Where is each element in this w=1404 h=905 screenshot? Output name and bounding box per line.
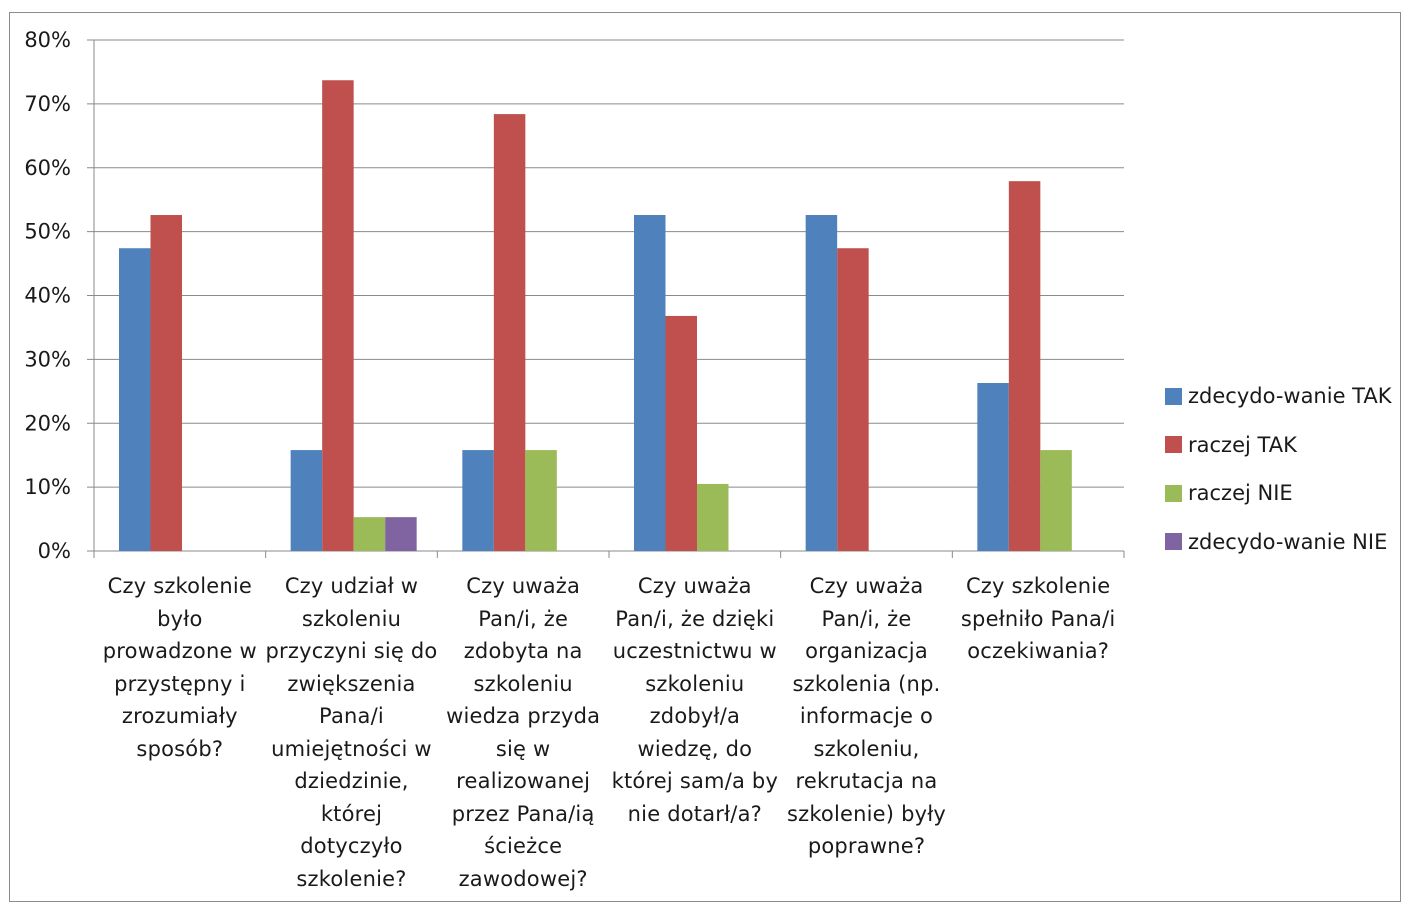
bar [634,215,666,551]
x-category-label: Czy szkolenie było prowadzone w przystępny … [94,570,266,765]
bar [697,483,729,551]
legend-swatch [1165,484,1182,502]
bar [322,80,354,552]
x-category-label-line: której [320,801,383,826]
x-category-label-line: Czy uważa [809,574,924,598]
legend-item: raczej NIE [1165,469,1392,518]
x-category-label-line: ścieżce [484,834,563,858]
x-category-label-line: Pan/i, że [478,606,569,631]
x-category-label-line: szkolenia (np. [792,671,941,696]
y-tick-label: 20% [24,411,71,435]
x-category-label-line: poprawne? [807,834,926,858]
x-category-label-line: organizacja [805,639,928,663]
x-category-label-line: Czy uważa [637,574,752,598]
x-category-label-line: zwiększenia [287,671,416,696]
x-category-label-line: przez Pana/ią [451,801,595,826]
x-category-label-line: Pan/i, że [821,606,912,631]
x-category-label-line: uczestnictwu w [612,639,777,663]
legend: zdecydo-wanie TAK raczej TAK raczej NIE zde… [1165,372,1392,566]
x-category-label-line: szkoleniu [301,606,402,631]
x-category-label: Czy uważa Pan/i, że organizacja szkolenia (… [781,570,953,863]
x-category-label-line: dziedzinie, [294,769,409,793]
x-category-label-line: zdobył/a [649,704,741,728]
bar [493,114,526,551]
legend-label: raczej NIE [1188,481,1293,506]
bar [119,248,151,552]
y-tick-label: 30% [24,347,71,371]
x-category-label-line: prowadzone w [102,639,257,663]
x-category-label-line: której sam/a by [611,769,779,793]
x-category-label-line: informacje o [799,704,934,728]
legend-label: zdecydo-wanie NIE [1188,529,1388,554]
x-category-label-line: przyczyni się do [265,639,438,663]
x-category-label-line: oczekiwania? [967,639,1110,663]
x-category-label-line: rekrutacja na [795,769,938,793]
x-category-label-line: wiedza przyda [446,704,601,728]
x-category-label-line: umiejętności w [271,736,432,761]
x-category-label-line: przystępny i [114,671,246,696]
x-category-label-line: zrozumiały [121,704,238,728]
x-category-label-line: realizowanej [456,769,591,793]
legend-item: zdecydo-wanie TAK [1165,372,1392,421]
y-tick-label: 10% [24,475,71,499]
x-category-label-line: Pan/i, że dzięki [615,606,775,631]
x-category-label-line: Pana/i [319,704,384,728]
x-category-label-line: sposób? [136,736,224,761]
x-category-label-line: wiedzę, do [637,736,753,761]
x-category-label: Czy uważa Pan/i, że zdobyta na szkoleniu wie… [437,570,609,895]
x-category-label-line: Czy udział w [284,574,419,598]
x-category-label-line: szkolenie? [296,866,407,891]
legend-label: zdecydo-wanie TAK [1188,384,1392,409]
x-category-label: Czy uważa Pan/i, że dzięki uczestnictwu w s… [609,570,781,830]
bar [837,248,869,552]
legend-label: raczej TAK [1188,432,1297,457]
legend-item: raczej TAK [1165,421,1392,470]
bar [290,450,323,551]
y-tick-label: 0% [38,539,71,563]
y-tick-label: 80% [24,28,71,52]
y-tick-label: 60% [24,156,71,180]
x-category-label-line: zawodowej? [458,866,588,891]
x-category-label-line: szkoleniu, [813,736,920,761]
x-category-label-line: szkoleniu [473,671,573,696]
x-category-label-line: nie dotarł/a? [627,801,762,826]
x-category-label-line: Czy uważa [466,574,581,598]
y-tick-label: 70% [24,92,71,116]
x-category-label-line: zdobyta na [463,639,583,663]
bar [1040,450,1072,551]
y-tick-label: 50% [24,220,71,244]
bar [665,315,697,551]
x-category-label-line: spełniło Pana/i [960,606,1116,631]
bar [462,450,494,551]
bar [1008,181,1041,551]
x-category-label-line: szkolenie) były [786,801,947,826]
legend-item: zdecydo-wanie NIE [1165,518,1392,567]
chart-frame [9,12,1401,902]
bar [805,215,838,551]
x-category-label-line: się w [495,736,551,761]
y-tick-label: 40% [24,284,71,308]
x-category-label-line: było [157,606,203,631]
bar [977,383,1009,551]
legend-swatch [1165,436,1182,454]
bar [525,450,557,551]
bar [353,517,386,551]
x-category-label-line: Czy szkolenie [107,574,253,598]
x-category-label-line: szkoleniu [645,671,745,696]
x-category-label: Czy szkolenie spełniło Pana/i oczekiwania? [952,570,1124,668]
bar [385,517,417,551]
x-category-label-line: dotyczyło [300,834,403,858]
x-category-label-line: Czy szkolenie [965,574,1111,598]
legend-swatch [1165,387,1182,405]
x-category-label: Czy udział w szkoleniu przyczyni się do zwi… [266,570,438,895]
legend-swatch [1165,533,1182,551]
bar [150,215,182,551]
